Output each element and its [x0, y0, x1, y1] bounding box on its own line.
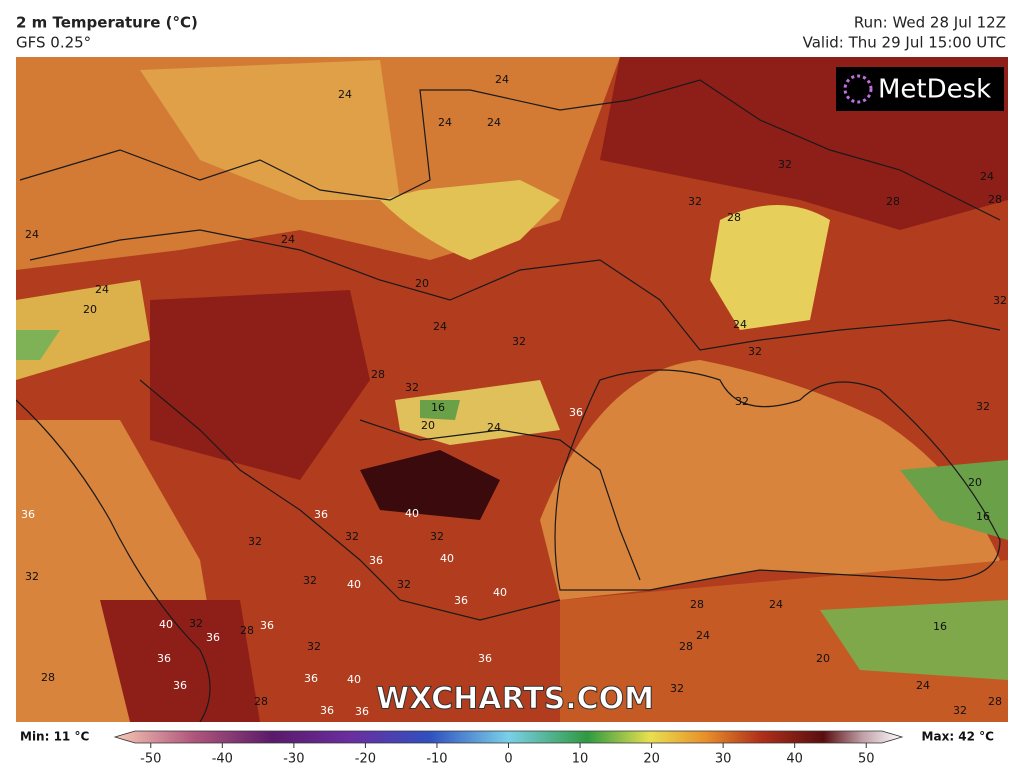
contour-label: 40: [493, 586, 507, 599]
contour-label: 32: [405, 381, 419, 394]
contour-label: 36: [355, 705, 369, 718]
title: 2 m Temperature (°C): [16, 14, 198, 32]
contour-label: 36: [304, 672, 318, 685]
contour-label: 32: [189, 617, 203, 630]
contour-label: 20: [421, 419, 435, 432]
colorbar-tick-label: -40: [212, 752, 233, 767]
contour-label: 36: [260, 619, 274, 632]
contour-label: 24: [487, 116, 501, 129]
contour-label: 32: [397, 578, 411, 591]
contour-label: 28: [679, 640, 693, 653]
contour-label: 20: [968, 476, 982, 489]
contour-label: 32: [303, 574, 317, 587]
contour-label: 24: [696, 629, 710, 642]
contour-label: 40: [347, 578, 361, 591]
contour-label: 36: [206, 631, 220, 644]
contour-label: 28: [727, 211, 741, 224]
contour-label: 32: [976, 400, 990, 413]
contour-label: 28: [254, 695, 268, 708]
contour-label: 16: [976, 510, 990, 523]
min-label: Min: 11 °C: [20, 730, 89, 744]
contour-label: 32: [748, 345, 762, 358]
logo-box: [836, 67, 1004, 111]
contour-label: 40: [405, 507, 419, 520]
contour-label: 32: [953, 704, 967, 717]
run: Run: Wed 28 Jul 12Z: [854, 14, 1006, 32]
contour-label: 24: [487, 421, 501, 434]
contour-label: 36: [173, 679, 187, 692]
contour-label: 32: [345, 530, 359, 543]
contour-label: 20: [83, 303, 97, 316]
colorbar-tick-label: 50: [858, 752, 875, 767]
contour-label: 20: [415, 277, 429, 290]
contour-label: 36: [21, 508, 35, 521]
valid: Valid: Thu 29 Jul 15:00 UTC: [803, 34, 1006, 52]
contour-label: 24: [980, 170, 994, 183]
contour-label: 16: [431, 401, 445, 414]
contour-label: 16: [933, 620, 947, 633]
colorbar-tick-label: 40: [786, 752, 803, 767]
contour-label: 24: [25, 228, 39, 241]
contour-label: 24: [95, 283, 109, 296]
colorbar-ramp: [113, 730, 904, 744]
colorbar-tick-label: 20: [643, 752, 660, 767]
colorbar-tick-label: -30: [283, 752, 304, 767]
contour-label: 32: [25, 570, 39, 583]
contour-label: 28: [886, 195, 900, 208]
logo: MetDesk: [878, 75, 991, 105]
contour-label: 32: [735, 395, 749, 408]
colorbar-tick-label: 0: [504, 752, 512, 767]
contour-label: 36: [369, 554, 383, 567]
colorbar-tick-label: 10: [572, 752, 589, 767]
contour-label: 32: [993, 294, 1007, 307]
watermark: WXCHARTS.COM: [376, 682, 654, 717]
contour-label: 32: [307, 640, 321, 653]
contour-label: 32: [670, 682, 684, 695]
contour-label: 24: [338, 88, 352, 101]
contour-label: 32: [430, 530, 444, 543]
contour-label: 28: [41, 671, 55, 684]
contour-label: 20: [816, 652, 830, 665]
contour-label: 28: [240, 624, 254, 637]
contour-label: 24: [433, 320, 447, 333]
contour-label: 32: [688, 195, 702, 208]
colorbar-tick-label: -20: [355, 752, 376, 767]
contour-label: 32: [512, 335, 526, 348]
contour-label: 32: [778, 158, 792, 171]
contour-label: 24: [733, 318, 747, 331]
contour-label: 40: [347, 673, 361, 686]
max-label: Max: 42 °C: [922, 730, 995, 744]
colorbar: -50 -40 -30 -20 -10 0 10 20 30 40 50: [113, 730, 904, 767]
contour-label: 28: [988, 695, 1002, 708]
contour-label: 36: [314, 508, 328, 521]
contour-label: 24: [495, 73, 509, 86]
model: GFS 0.25°: [16, 34, 91, 52]
contour-label: 28: [690, 598, 704, 611]
contour-label: 36: [320, 704, 334, 717]
contour-label: 36: [454, 594, 468, 607]
contour-label: 36: [157, 652, 171, 665]
contour-label: 24: [916, 679, 930, 692]
contour-label: 24: [281, 233, 295, 246]
contour-label: 28: [371, 368, 385, 381]
contour-label: 24: [769, 598, 783, 611]
colorbar-tick-label: -10: [426, 752, 447, 767]
contour-label: 40: [440, 552, 454, 565]
logo-icon: [843, 74, 873, 104]
map: [16, 57, 1008, 722]
contour-label: 36: [478, 652, 492, 665]
contour-label: 24: [438, 116, 452, 129]
contour-label: 32: [248, 535, 262, 548]
colorbar-tick-label: 30: [715, 752, 732, 767]
contour-label: 40: [159, 618, 173, 631]
colorbar-tick-label: -50: [140, 752, 161, 767]
contour-label: 28: [988, 193, 1002, 206]
contour-label: 36: [569, 406, 583, 419]
